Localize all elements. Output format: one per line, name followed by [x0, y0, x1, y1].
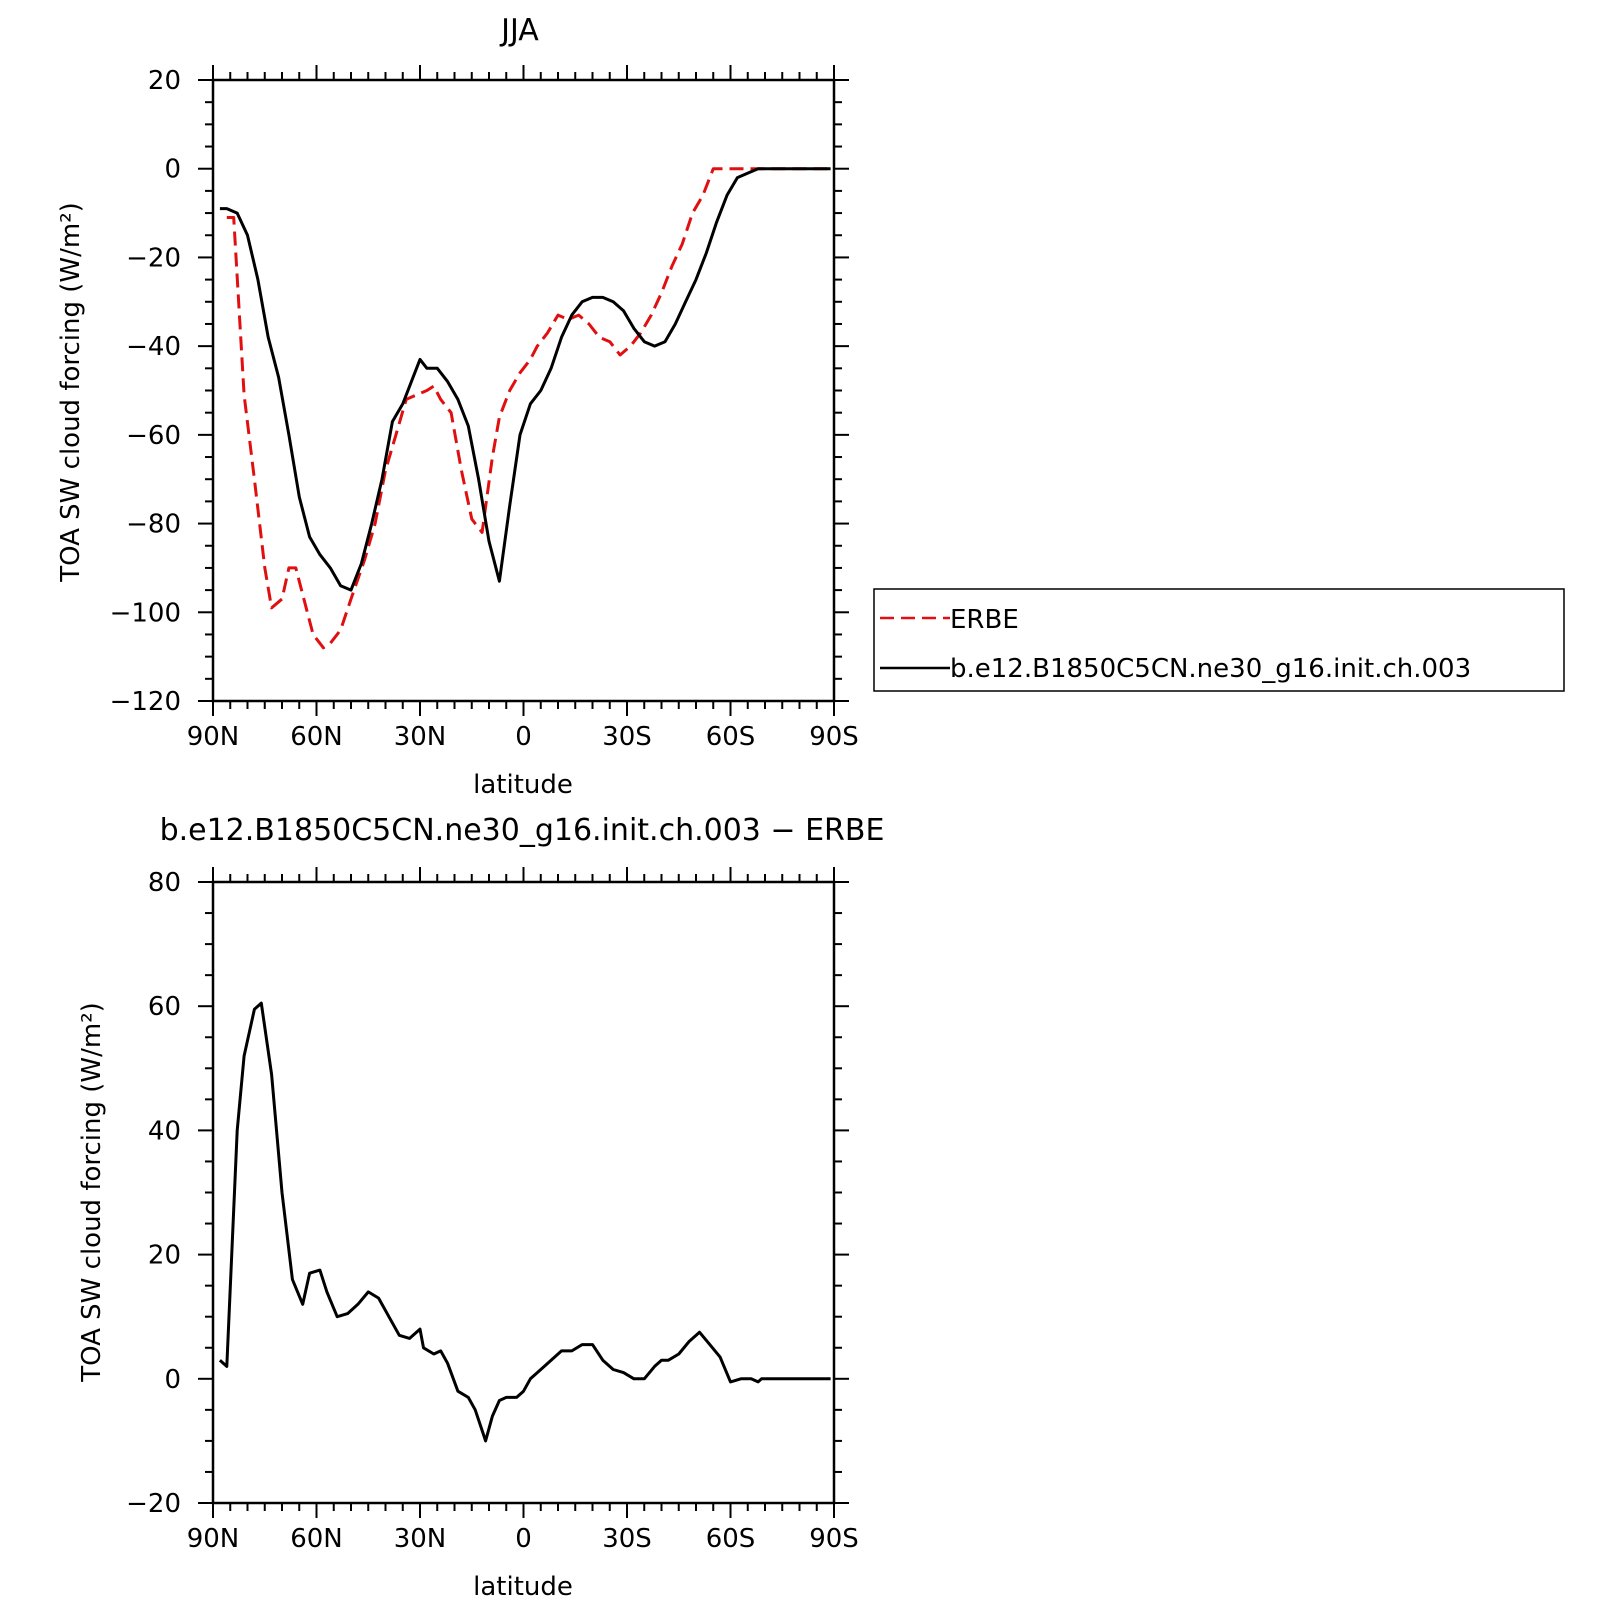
y-tick-label: 0	[164, 1365, 181, 1395]
y-tick-label: −100	[110, 598, 181, 628]
x-tick-label: 30N	[394, 1524, 447, 1554]
panel-bottom: b.e12.B1850C5CN.ne30_g16.init.ch.003 − E…	[77, 813, 884, 1602]
x-tick-label: 90N	[187, 1524, 240, 1554]
panel-top-ticks	[198, 65, 849, 716]
panel-top-x-axis-title: latitude	[473, 770, 573, 800]
panel-bottom-y-tick-labels: 80 60 40 20 0 −20	[126, 868, 181, 1519]
x-tick-label: 30S	[602, 722, 652, 752]
panel-top-x-tick-labels: 90N 60N 30N 0 30S 60S 90S	[187, 722, 859, 752]
series-line-0	[226, 167, 828, 650]
legend: ERBE b.e12.B1850C5CN.ne30_g16.init.ch.00…	[873, 588, 1565, 692]
y-tick-label: 20	[148, 1241, 181, 1271]
x-tick-label: 60S	[706, 722, 756, 752]
y-tick-label: −20	[126, 1489, 181, 1519]
panel-bottom-title: b.e12.B1850C5CN.ne30_g16.init.ch.003 − E…	[160, 813, 885, 848]
x-tick-label: 90S	[809, 722, 859, 752]
panel-top-y-tick-labels: 20 0 −20 −40 −60 −80 −100 −120	[110, 66, 181, 717]
panel-top: JJA 90N 60N 30N 0 30S 60S 90S 20 0 −20 −40 −60 −80 −…	[56, 13, 1565, 800]
y-tick-label: −40	[126, 332, 181, 362]
panel-bottom-plot-frame	[211, 880, 836, 1505]
y-tick-label: 20	[148, 66, 181, 96]
y-tick-label: 60	[148, 992, 181, 1022]
x-tick-label: 60N	[290, 1524, 343, 1554]
panel-bottom-y-axis-title: TOA SW cloud forcing (W/m²)	[77, 1002, 107, 1383]
y-tick-label: −80	[126, 510, 181, 540]
panel-bottom-series	[218, 1001, 831, 1443]
panel-top-series	[219, 167, 831, 650]
y-tick-label: −120	[110, 687, 181, 717]
legend-box	[873, 588, 1565, 692]
panel-top-y-axis-title: TOA SW cloud forcing (W/m²)	[56, 202, 86, 583]
y-tick-label: 40	[148, 1116, 181, 1146]
x-tick-label: 30N	[394, 722, 447, 752]
x-tick-label: 60S	[706, 1524, 756, 1554]
y-tick-label: −60	[126, 421, 181, 451]
series-line-1	[219, 167, 831, 592]
legend-label-model: b.e12.B1850C5CN.ne30_g16.init.ch.003	[950, 654, 1471, 684]
panel-bottom-x-tick-labels: 90N 60N 30N 0 30S 60S 90S	[187, 1524, 859, 1554]
y-tick-label: 80	[148, 868, 181, 898]
panel-bottom-x-axis-title: latitude	[473, 1572, 573, 1602]
x-tick-label: 30S	[602, 1524, 652, 1554]
legend-label-erbe: ERBE	[950, 605, 1019, 635]
x-tick-label: 0	[515, 722, 532, 752]
x-tick-label: 90S	[809, 1524, 859, 1554]
x-tick-label: 0	[515, 1524, 532, 1554]
y-tick-label: 0	[164, 155, 181, 185]
y-tick-label: −20	[126, 243, 181, 273]
x-tick-label: 90N	[187, 722, 240, 752]
x-tick-label: 60N	[290, 722, 343, 752]
panel-bottom-ticks	[198, 867, 849, 1518]
series-line-0	[218, 1001, 831, 1443]
panel-top-title: JJA	[499, 13, 539, 48]
